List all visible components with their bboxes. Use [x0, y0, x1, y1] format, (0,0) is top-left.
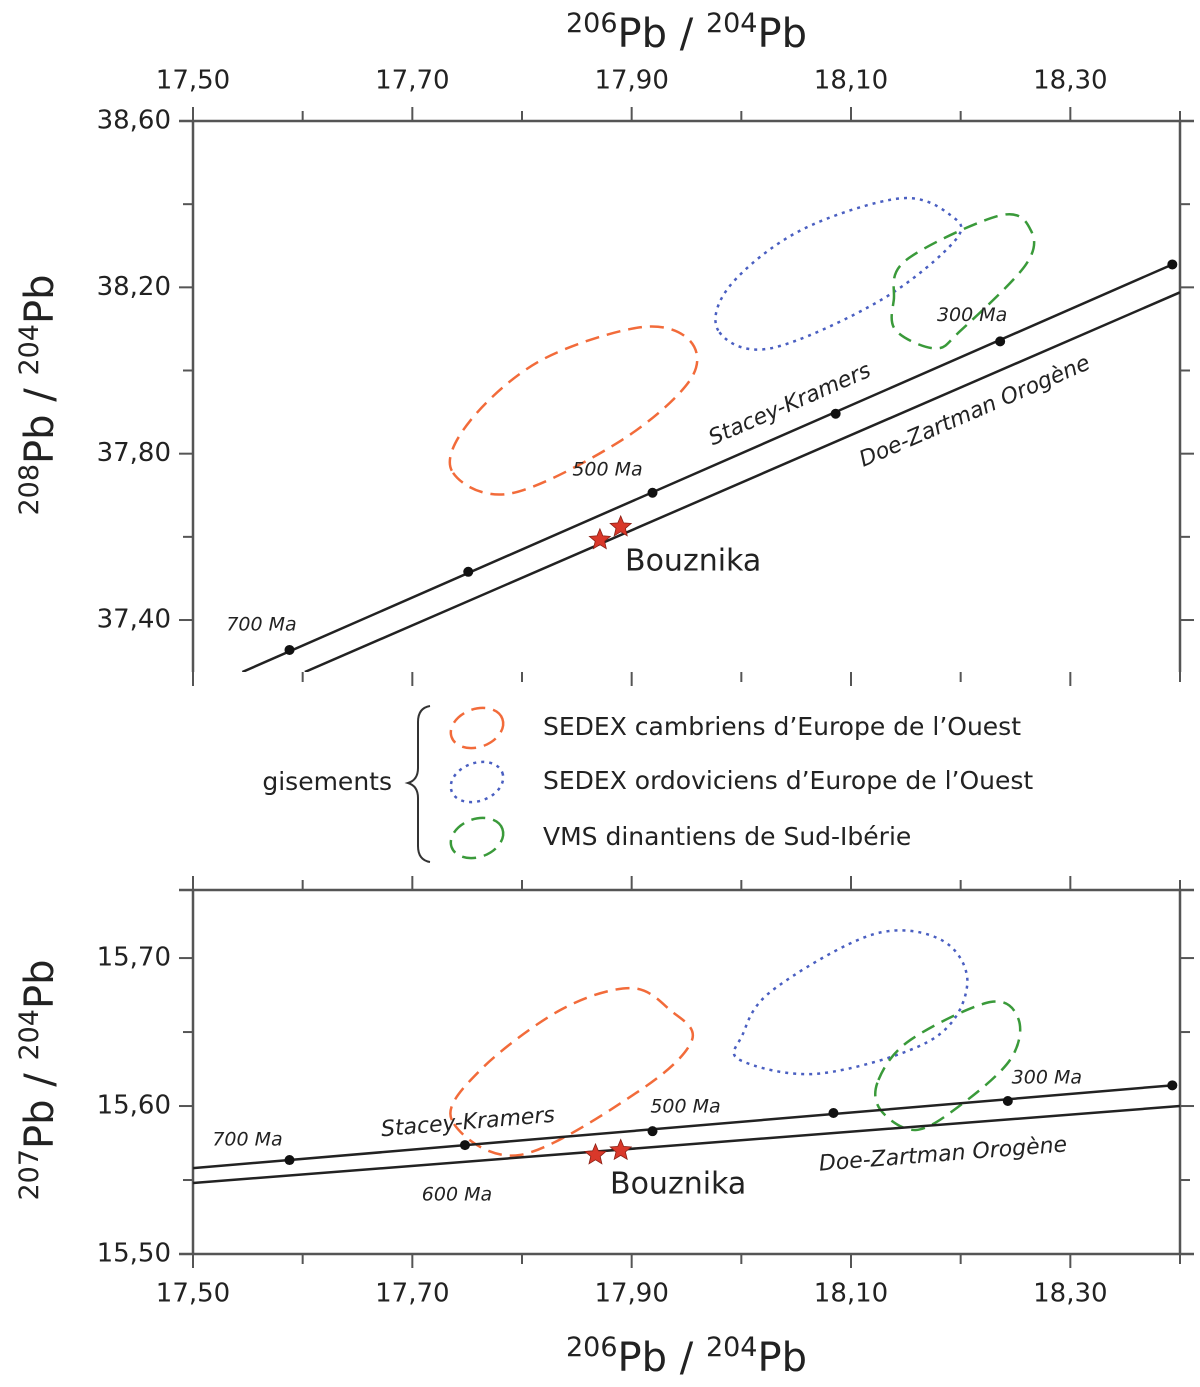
legend-swatch — [449, 760, 505, 804]
y-tick-label: 15,70 — [97, 943, 171, 973]
age-point — [647, 487, 658, 498]
y-tick-label: 15,60 — [97, 1091, 171, 1121]
superscript: 207 — [14, 1149, 45, 1201]
age-label: 500 Ma — [572, 458, 642, 480]
age-label: 700 Ma — [226, 613, 296, 635]
x-tick-label: 17,50 — [156, 66, 230, 96]
legend-swatch — [449, 816, 505, 860]
age-point — [828, 1107, 839, 1118]
age-point — [459, 1140, 470, 1151]
curve-label: Doe-Zartman Orogène — [818, 1132, 1068, 1176]
legend-label: SEDEX ordoviciens d’Europe de l’Ouest — [543, 766, 1033, 795]
y-tick-label: 37,40 — [97, 605, 171, 635]
title-part: Pb / — [618, 1335, 706, 1381]
age-label: 300 Ma — [937, 304, 1007, 326]
y-tick-label: 38,60 — [97, 106, 171, 136]
age-point — [830, 408, 841, 419]
x-tick-label: 17,70 — [375, 1279, 449, 1309]
title-part: Pb — [17, 959, 63, 1009]
growth-curve — [241, 263, 1173, 672]
legend-label: SEDEX cambriens d’Europe de l’Ouest — [543, 712, 1021, 741]
title-part: Pb / — [17, 1061, 63, 1149]
age-label: 600 Ma — [422, 1184, 492, 1206]
superscript: 208 — [14, 464, 45, 516]
field-outline — [732, 929, 969, 1076]
age-label: 500 Ma — [650, 1096, 720, 1118]
superscript: 204 — [706, 8, 758, 39]
age-point — [1167, 259, 1178, 270]
growth-curve — [193, 1104, 1180, 1185]
title-part: Pb — [17, 274, 63, 324]
legend-label: VMS dinantiens de Sud-Ibérie — [543, 822, 911, 851]
age-point — [647, 1126, 658, 1137]
title-part: Pb — [758, 1335, 808, 1381]
y-tick-label: 15,50 — [97, 1239, 171, 1269]
age-label: 700 Ma — [212, 1129, 282, 1151]
field-outline — [890, 213, 1036, 350]
field-outline — [449, 986, 695, 1157]
curve-label: Stacey-Kramers — [380, 1103, 556, 1143]
sample-star — [583, 1142, 607, 1165]
field-outline — [714, 196, 963, 351]
title-part: Pb — [758, 11, 808, 57]
age-point — [284, 1155, 295, 1166]
age-point — [1167, 1080, 1178, 1091]
ylabel-title: 207Pb / 204Pb — [14, 959, 64, 1200]
title-part: Pb / — [618, 11, 706, 57]
age-label: 300 Ma — [1012, 1067, 1082, 1089]
xlabel-title: 206Pb / 204Pb — [566, 1332, 807, 1382]
x-tick-label: 18,30 — [1033, 1279, 1107, 1309]
x-tick-label: 18,10 — [814, 66, 888, 96]
field-outline — [448, 325, 699, 496]
x-tick-label: 17,90 — [594, 1279, 668, 1309]
y-tick-label: 38,20 — [97, 272, 171, 302]
sample-star — [588, 527, 612, 550]
curve-label: Doe-Zartman Orogène — [856, 351, 1094, 473]
plot-area — [241, 196, 1180, 672]
superscript: 204 — [14, 324, 45, 376]
title-part: Pb / — [17, 376, 63, 464]
superscript: 206 — [566, 1332, 618, 1363]
legend-swatch — [449, 706, 505, 750]
x-tick-label: 17,70 — [375, 66, 449, 96]
y-tick-label: 37,80 — [97, 438, 171, 468]
age-point — [1002, 1096, 1013, 1107]
field-outline — [874, 1000, 1022, 1132]
superscript: 206 — [566, 8, 618, 39]
age-point — [284, 644, 295, 655]
age-point — [995, 336, 1006, 347]
age-point — [463, 566, 474, 577]
sample-label: Bouznika — [625, 544, 761, 579]
panel: 17,50 17,70 17,90 18,10 18,30 15,50 15,60 15,70… — [14, 876, 1194, 1382]
xlabel-title: 206Pb / 204Pb — [566, 8, 807, 58]
superscript: 204 — [706, 1332, 758, 1363]
sample-star — [609, 514, 633, 537]
x-tick-label: 18,30 — [1033, 66, 1107, 96]
sample-label: Bouznika — [610, 1167, 746, 1202]
ylabel-title: 208Pb / 204Pb — [14, 274, 64, 515]
x-tick-label: 17,90 — [594, 66, 668, 96]
superscript: 204 — [14, 1009, 45, 1061]
legend-title: gisements — [262, 767, 392, 796]
panel: 17,50 17,70 17,90 18,10 18,30 37,40 37,80 38,20… — [14, 8, 1194, 686]
x-tick-label: 17,50 — [156, 1279, 230, 1309]
growth-curve — [304, 291, 1180, 672]
sample-star — [609, 1138, 633, 1161]
x-tick-label: 18,10 — [814, 1279, 888, 1309]
legend-brace — [404, 705, 431, 863]
